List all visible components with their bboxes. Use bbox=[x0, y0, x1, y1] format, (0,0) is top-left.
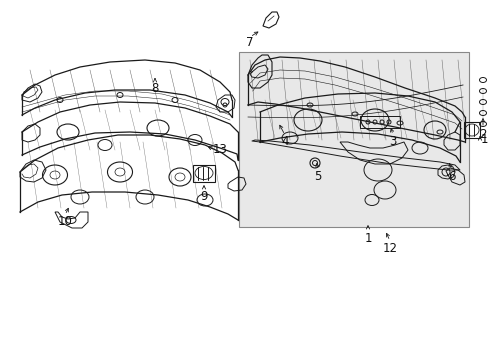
Text: 5: 5 bbox=[314, 171, 321, 184]
Text: 4: 4 bbox=[281, 135, 288, 148]
Text: 1: 1 bbox=[364, 231, 371, 244]
Text: 8: 8 bbox=[151, 81, 159, 94]
Text: 3: 3 bbox=[388, 135, 396, 148]
Text: 9: 9 bbox=[200, 190, 207, 203]
Text: 13: 13 bbox=[212, 144, 227, 157]
Text: 6: 6 bbox=[447, 171, 455, 184]
Bar bbox=[359, 116, 399, 128]
Text: 7: 7 bbox=[246, 36, 253, 49]
Bar bbox=[239, 52, 468, 227]
Text: 11: 11 bbox=[480, 134, 488, 147]
Text: 12: 12 bbox=[382, 242, 397, 255]
Text: 2: 2 bbox=[478, 129, 486, 141]
Text: 10: 10 bbox=[58, 216, 72, 229]
